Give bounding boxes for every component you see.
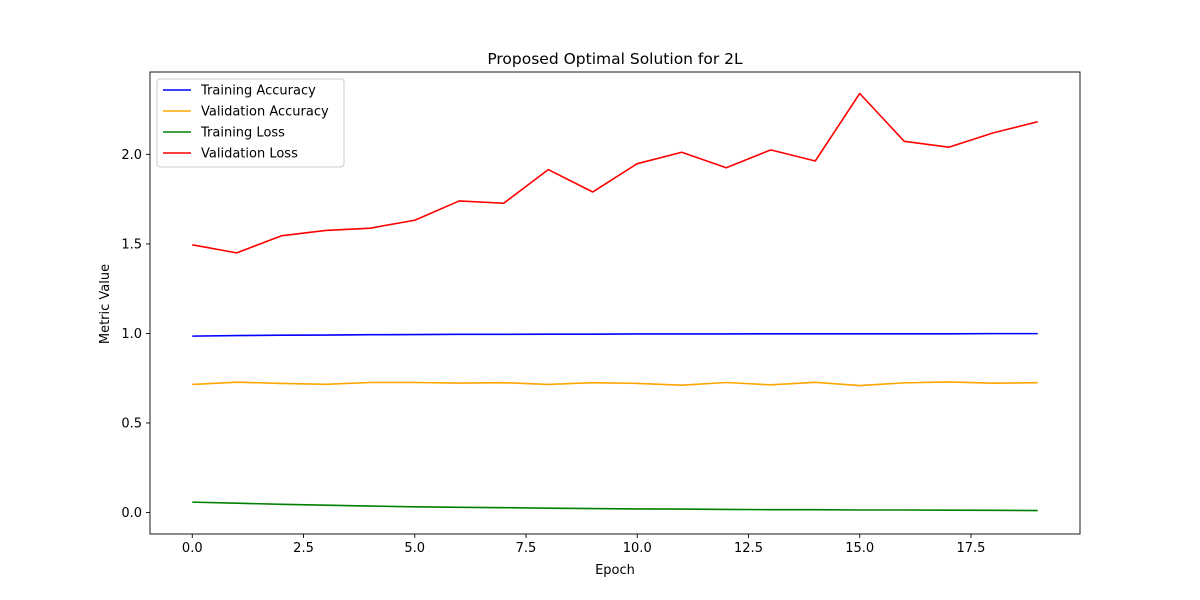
x-tick-label: 0.0 xyxy=(182,541,203,556)
y-tick-label: 0.5 xyxy=(121,416,142,431)
series-line-validation-loss xyxy=(192,92,1038,254)
x-tick-label: 7.5 xyxy=(516,541,537,556)
plot-area: 0.0 2.5 5.0 7.5 10.0 12.5 15.0 17.5 0.0 0.5 1.0 1.5… xyxy=(121,71,1081,556)
series-line-validation-accuracy xyxy=(192,381,1038,387)
legend-label: Training Accuracy xyxy=(200,84,316,99)
chart-title: Proposed Optimal Solution for 2L xyxy=(487,50,743,68)
x-tick-label: 12.5 xyxy=(734,541,763,556)
x-tick-label: 15.0 xyxy=(845,541,874,556)
x-axis-label: Epoch xyxy=(595,563,635,578)
x-tick-label: 17.5 xyxy=(957,541,986,556)
x-tick-label: 5.0 xyxy=(404,541,425,556)
y-tick-label: 2.0 xyxy=(121,148,142,163)
y-tick-label: 0.0 xyxy=(121,506,142,521)
y-axis-label: Metric Value xyxy=(98,264,113,344)
legend-box xyxy=(156,78,345,168)
x-tick-label: 10.0 xyxy=(623,541,652,556)
series-line-training-loss xyxy=(192,501,1038,512)
legend-label: Training Loss xyxy=(200,126,285,141)
y-tick-label: 1.0 xyxy=(121,327,142,342)
legend-label: Validation Loss xyxy=(201,147,298,162)
axes-frame xyxy=(149,71,1081,535)
y-tick-label: 1.5 xyxy=(121,237,142,252)
series-line-training-accuracy xyxy=(192,332,1038,337)
legend-label: Validation Accuracy xyxy=(201,105,329,120)
legend: Training Accuracy Validation Accuracy Trai… xyxy=(156,78,345,168)
x-tick-label: 2.5 xyxy=(293,541,314,556)
